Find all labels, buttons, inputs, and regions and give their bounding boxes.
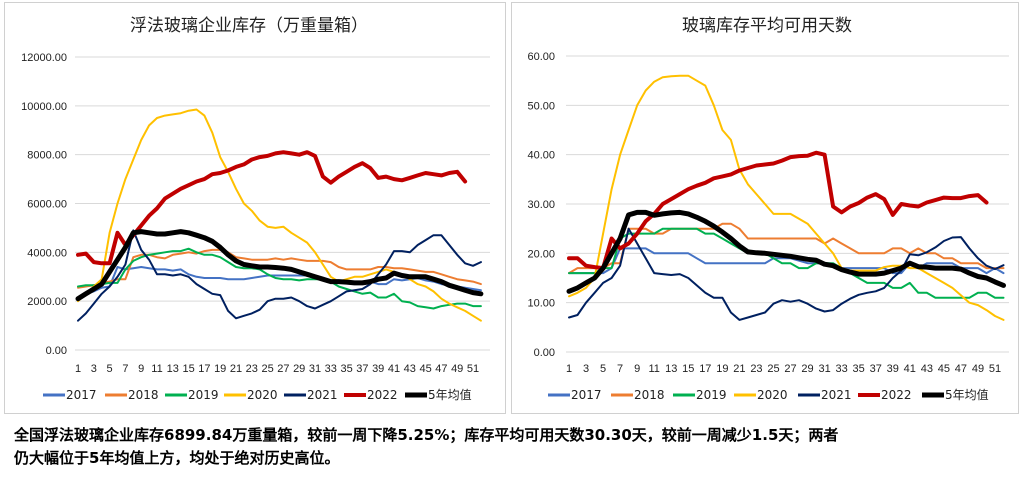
- y-tick-label: 8000.00: [27, 150, 67, 162]
- legend-label-2021: 2021: [821, 388, 852, 402]
- x-tick-label: 39: [887, 363, 899, 375]
- inventory-chart: 浮法玻璃企业库存（万重量箱） 0.00 2000.00 4000.00 6000.00 8…: [21, 16, 490, 402]
- x-tick-label: 41: [388, 363, 400, 375]
- legend-label-2019: 2019: [696, 388, 727, 402]
- x-tick-label: 45: [419, 363, 431, 375]
- x-tick-label: 43: [404, 363, 416, 375]
- x-tick-label: 13: [167, 363, 179, 375]
- y-tick-label: 60.00: [527, 51, 555, 63]
- y-tick-label: 10000.00: [21, 101, 67, 113]
- x-tick-label: 37: [870, 363, 882, 375]
- x-tick-label: 39: [372, 363, 384, 375]
- x-tick-label: 49: [972, 363, 984, 375]
- x-tick-label: 31: [309, 363, 321, 375]
- caption-line-2: 仍大幅位于5年均值上方，均处于绝对历史高位。: [14, 449, 340, 467]
- x-tick-label: 47: [955, 363, 967, 375]
- x-tick-label: 31: [818, 363, 830, 375]
- y-tick-label: 30.00: [527, 199, 555, 211]
- y-tick-label: 40.00: [527, 150, 555, 162]
- series-line-2019: [568, 227, 1005, 299]
- x-tick-label: 17: [699, 363, 711, 375]
- legend-label-2018: 2018: [128, 388, 159, 402]
- legend-label-2017: 2017: [571, 388, 602, 402]
- legend-label-2022: 2022: [367, 388, 398, 402]
- x-tick-label: 9: [138, 363, 144, 375]
- y-tick-label: 4000.00: [27, 247, 67, 259]
- x-tick-label: 27: [784, 363, 796, 375]
- x-tick-label: 35: [853, 363, 865, 375]
- caption: 全国浮法玻璃企业库存6899.84万重量箱，较前一周下降5.25%；库存平均可用…: [14, 424, 1014, 470]
- x-tick-label: 29: [801, 363, 813, 375]
- caption-line-1: 全国浮法玻璃企业库存6899.84万重量箱，较前一周下降5.25%；库存平均可用…: [14, 426, 839, 444]
- x-tick-label: 7: [617, 363, 623, 375]
- x-tick-label: 29: [293, 363, 305, 375]
- x-tick-label: 3: [583, 363, 589, 375]
- days-chart-panel: 玻璃库存平均可用天数 0.00 10.00 20.00 30.00 40.00 50.00 6…: [511, 2, 1019, 414]
- x-tick-label: 51: [989, 363, 1001, 375]
- legend-label-2022: 2022: [881, 388, 912, 402]
- x-tick-label: 1: [566, 363, 572, 375]
- x-tick-label: 7: [122, 363, 128, 375]
- x-tick-label: 27: [277, 363, 289, 375]
- y-tick-label: 2000.00: [27, 296, 67, 308]
- series-line-2021: [77, 229, 482, 322]
- series-line-2022: [76, 150, 468, 266]
- legend-label-2017: 2017: [66, 388, 97, 402]
- legend-label-5年均值: 5年均值: [945, 387, 989, 402]
- y-tick-label: 12000.00: [21, 52, 67, 64]
- x-tick-label: 1: [75, 363, 81, 375]
- x-tick-label: 45: [938, 363, 950, 375]
- days-chart: 玻璃库存平均可用天数 0.00 10.00 20.00 30.00 40.00 50.00 6…: [527, 16, 1009, 402]
- y-tick-label: 0.00: [534, 347, 555, 359]
- x-tick-label: 19: [716, 363, 728, 375]
- x-tick-label: 23: [246, 363, 258, 375]
- x-tick-label: 23: [750, 363, 762, 375]
- inventory-chart-panel: 浮法玻璃企业库存（万重量箱） 0.00 2000.00 4000.00 6000.00 8…: [4, 2, 506, 414]
- x-tick-label: 47: [435, 363, 447, 375]
- x-tick-label: 5: [107, 363, 113, 375]
- x-tick-label: 13: [665, 363, 677, 375]
- x-tick-label: 15: [182, 363, 194, 375]
- x-tick-label: 5: [600, 363, 606, 375]
- x-tick-label: 49: [451, 363, 463, 375]
- series-line-2022: [567, 150, 989, 271]
- y-tick-label: 0.00: [46, 345, 67, 357]
- legend-label-2018: 2018: [634, 388, 665, 402]
- x-tick-label: 43: [921, 363, 933, 375]
- y-tick-label: 20.00: [527, 248, 555, 260]
- x-tick-label: 9: [634, 363, 640, 375]
- x-tick-label: 3: [91, 363, 97, 375]
- legend-label-2020: 2020: [757, 388, 788, 402]
- series-line-2021: [568, 227, 1005, 321]
- x-tick-label: 25: [261, 363, 273, 375]
- legend-label-2020: 2020: [247, 388, 278, 402]
- x-tick-label: 37: [356, 363, 368, 375]
- series-line-5年均值: [566, 209, 1006, 294]
- x-tick-label: 33: [836, 363, 848, 375]
- x-tick-label: 21: [733, 363, 745, 375]
- x-tick-label: 33: [325, 363, 337, 375]
- x-tick-label: 19: [214, 363, 226, 375]
- series-line-2020: [568, 74, 1005, 321]
- x-tick-label: 21: [230, 363, 242, 375]
- x-tick-label: 11: [151, 363, 162, 375]
- x-tick-label: 17: [198, 363, 210, 375]
- y-tick-label: 50.00: [527, 100, 555, 112]
- chart-title: 浮法玻璃企业库存（万重量箱）: [130, 16, 368, 36]
- chart-title: 玻璃库存平均可用天数: [682, 16, 852, 36]
- y-tick-label: 6000.00: [27, 199, 67, 211]
- legend-label-2021: 2021: [307, 388, 338, 402]
- series-line-2020: [77, 108, 482, 322]
- y-tick-label: 10.00: [527, 298, 555, 310]
- series-line-5年均值: [75, 229, 484, 302]
- legend-label-5年均值: 5年均值: [428, 387, 472, 402]
- x-tick-label: 15: [682, 363, 694, 375]
- x-tick-label: 41: [904, 363, 916, 375]
- x-tick-label: 35: [340, 363, 352, 375]
- x-tick-label: 25: [767, 363, 779, 375]
- x-tick-label: 11: [648, 363, 659, 375]
- legend-label-2019: 2019: [188, 388, 219, 402]
- x-tick-label: 51: [467, 363, 479, 375]
